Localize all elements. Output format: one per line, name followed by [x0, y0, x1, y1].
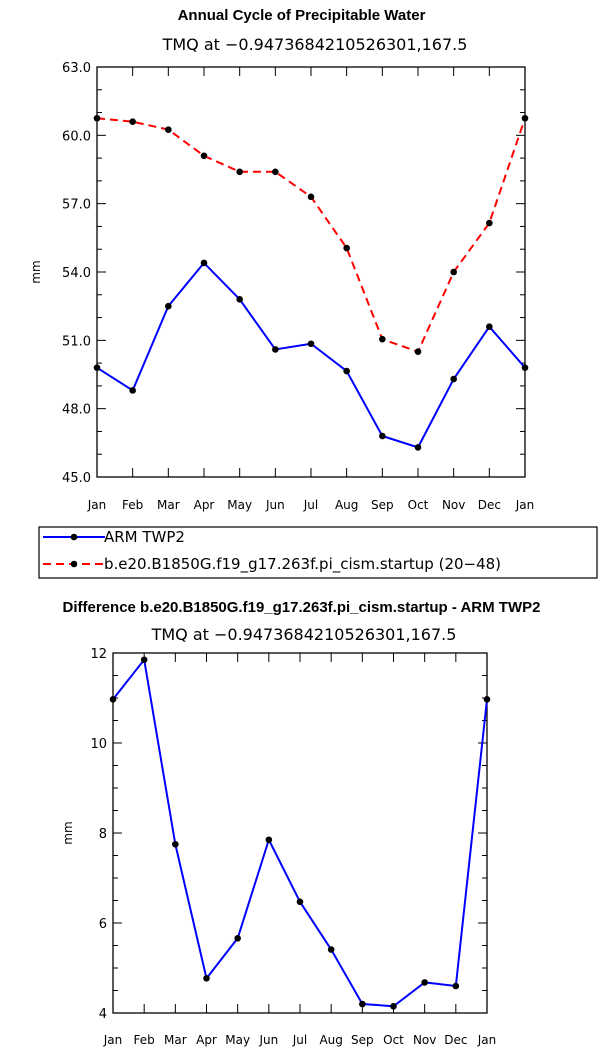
x-tick-label: May — [225, 1033, 250, 1047]
x-tick-label: Mar — [164, 1033, 187, 1047]
data-point — [265, 836, 273, 844]
y-tick-label: 10 — [90, 737, 107, 752]
data-point — [343, 367, 350, 375]
data-point — [452, 982, 460, 990]
y-tick-label: 60.0 — [62, 129, 91, 144]
data-point — [390, 1002, 397, 1010]
data-point — [165, 302, 172, 310]
data-point — [327, 946, 335, 953]
x-tick-label: Jul — [303, 498, 318, 512]
x-tick-label: Aug — [319, 1033, 342, 1047]
x-tick-label: Jun — [265, 498, 285, 512]
x-tick-label: May — [227, 498, 252, 512]
chart-subtitle: TMQ at −0.9473684210526301,167.5 — [162, 35, 468, 54]
data-point — [109, 696, 117, 703]
x-tick-label: Sep — [371, 498, 394, 512]
data-point — [483, 696, 491, 703]
x-tick-label: Jan — [515, 498, 535, 512]
data-point — [414, 348, 422, 356]
data-point — [450, 268, 457, 276]
data-point — [486, 219, 493, 227]
data-point — [129, 118, 136, 125]
data-point — [203, 975, 210, 982]
chart-panel-1: Annual Cycle of Precipitable Water TMQ at… — [29, 7, 598, 579]
data-point — [93, 364, 101, 371]
x-tick-label: Jul — [292, 1033, 307, 1047]
chart-title: Annual Cycle of Precipitable Water — [178, 7, 426, 24]
data-point — [359, 1000, 366, 1008]
data-point — [521, 364, 529, 371]
legend-marker — [70, 533, 78, 541]
y-tick-label: 51.0 — [62, 334, 91, 349]
y-tick-label: 54.0 — [62, 266, 91, 281]
x-tick-label: Apr — [194, 498, 215, 512]
chart-panel-2: Difference b.e20.B1850G.f19_g17.263f.pi_… — [61, 599, 540, 1047]
y-tick-label: 6 — [99, 917, 107, 932]
data-point — [414, 444, 422, 451]
y-axis-label: mm — [29, 260, 43, 283]
y-tick-label: 63.0 — [62, 61, 91, 76]
x-tick-label: Mar — [157, 498, 180, 512]
data-point — [343, 244, 350, 252]
x-tick-label: Jan — [477, 1033, 497, 1047]
data-point — [379, 432, 386, 440]
x-tick-label: Apr — [196, 1033, 217, 1047]
y-tick-label: 48.0 — [62, 403, 91, 418]
data-point — [234, 935, 241, 942]
chart-title: Difference b.e20.B1850G.f19_g17.263f.pi_… — [63, 599, 541, 616]
y-tick-label: 8 — [99, 827, 107, 842]
x-tick-label: Aug — [335, 498, 358, 512]
data-point — [140, 656, 148, 664]
data-point — [165, 126, 172, 133]
data-point — [129, 387, 136, 394]
series-line-1 — [96, 261, 526, 449]
x-tick-label: Nov — [413, 1033, 436, 1047]
data-point — [296, 898, 304, 906]
x-tick-label: Oct — [383, 1033, 404, 1047]
x-tick-label: Oct — [408, 498, 429, 512]
y-tick-label: 57.0 — [62, 198, 91, 213]
data-point — [272, 168, 279, 176]
legend-label-1: ARM TWP2 — [104, 528, 185, 546]
x-tick-label: Jan — [87, 498, 107, 512]
x-tick-label: Jun — [258, 1033, 278, 1047]
data-point — [200, 259, 208, 267]
data-point — [307, 340, 315, 348]
legend-label-2: b.e20.B1850G.f19_g17.263f.pi_cism.startu… — [104, 555, 501, 574]
y-tick-label: 12 — [90, 647, 107, 662]
x-tick-label: Nov — [442, 498, 465, 512]
data-point — [236, 296, 243, 303]
x-tick-label: Jan — [103, 1033, 123, 1047]
plot-frame — [112, 652, 488, 1014]
legend: ARM TWP2 b.e20.B1850G.f19_g17.263f.pi_cis… — [38, 526, 598, 579]
legend-box — [38, 526, 598, 579]
data-point — [272, 346, 279, 353]
x-tick-label: Dec — [478, 498, 501, 512]
data-point — [93, 114, 101, 122]
chart-subtitle: TMQ at −0.9473684210526301,167.5 — [151, 625, 457, 644]
data-point — [521, 114, 529, 122]
data-point — [486, 323, 493, 330]
series-line-1 — [112, 658, 488, 1008]
x-tick-label: Dec — [444, 1033, 467, 1047]
data-point — [421, 979, 428, 986]
data-point — [236, 168, 243, 176]
data-point — [307, 193, 315, 201]
y-axis-label: mm — [61, 821, 75, 844]
data-point — [200, 152, 208, 160]
legend-marker — [70, 560, 78, 568]
x-tick-label: Sep — [351, 1033, 374, 1047]
data-point — [379, 335, 386, 343]
x-tick-label: Feb — [134, 1033, 155, 1047]
series-line-2 — [96, 117, 526, 353]
data-point — [450, 375, 457, 383]
y-tick-label: 4 — [99, 1007, 107, 1022]
x-tick-label: Feb — [122, 498, 143, 512]
y-tick-label: 45.0 — [62, 471, 91, 486]
data-point — [172, 840, 179, 848]
